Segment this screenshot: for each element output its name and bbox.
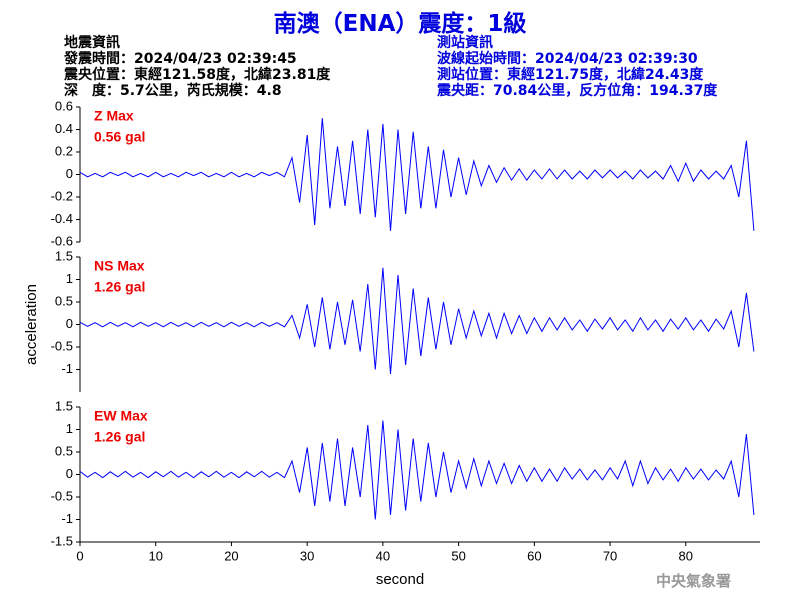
station-info: 測站資訊 波線起始時間：2024/04/23 02:39:30 測站位置：東經1…	[437, 35, 717, 99]
y-tick-label: 1.5	[55, 398, 73, 413]
x-tick-label: 20	[224, 548, 238, 563]
info-line: 震央位置：東經121.58度，北緯23.81度	[64, 67, 331, 83]
y-tick-label: -1	[61, 361, 73, 376]
info-line: 測站位置：東經121.75度，北緯24.43度	[437, 67, 704, 83]
waveform	[79, 420, 755, 520]
waveform	[79, 118, 755, 231]
y-axis-label: acceleration	[23, 284, 40, 365]
info-line: 震央距：70.84公里，反方位角：194.37度	[437, 83, 718, 99]
y-tick-label: 0.5	[55, 293, 73, 308]
y-tick-label: -0.2	[51, 188, 73, 203]
x-tick-label: 50	[451, 548, 465, 563]
x-tick-label: 40	[376, 548, 390, 563]
info-line: 地震資訊	[64, 35, 120, 51]
x-tick-label: 30	[300, 548, 314, 563]
title: 南澳（ENA）震度：1級	[273, 11, 527, 37]
y-tick-label: 0.4	[55, 121, 73, 136]
y-tick-label: -1.5	[51, 533, 73, 548]
x-tick-label: 80	[679, 548, 693, 563]
y-tick-label: 0	[66, 316, 73, 331]
annotation: 0.56 gal	[94, 129, 145, 145]
annotation: EW Max	[94, 408, 148, 424]
waveform	[79, 267, 755, 375]
y-tick-label: 1	[66, 271, 73, 286]
y-tick-label: -1	[61, 511, 73, 526]
info-line: 發震時間：2024/04/23 02:39:45	[64, 51, 297, 67]
y-tick-label: 0.5	[55, 443, 73, 458]
annotation: Z Max	[94, 108, 134, 124]
y-tick-label: -0.6	[51, 233, 73, 248]
y-tick-label: -0.4	[51, 211, 73, 226]
y-tick-label: 0.2	[55, 143, 73, 158]
y-tick-label: 1.5	[55, 248, 73, 263]
x-tick-label: 70	[603, 548, 617, 563]
info-line: 測站資訊	[437, 35, 493, 51]
x-tick-label: 10	[148, 548, 162, 563]
y-tick-label: 0	[66, 166, 73, 181]
info-line: 波線起始時間：2024/04/23 02:39:30	[437, 51, 698, 67]
x-axis-label: second	[376, 571, 424, 588]
y-tick-label: 1	[66, 421, 73, 436]
annotation: 1.26 gal	[94, 429, 145, 445]
y-tick-label: 0.6	[55, 98, 73, 113]
y-tick-label: -0.5	[51, 338, 73, 353]
annotation: NS Max	[94, 258, 145, 274]
y-tick-label: -0.5	[51, 488, 73, 503]
y-tick-label: 0	[66, 466, 73, 481]
info-line: 深 度：5.7公里，芮氏規模：4.8	[64, 83, 282, 99]
quake-info: 地震資訊 發震時間：2024/04/23 02:39:45 震央位置：東經121…	[64, 35, 330, 99]
footer: 中央氣象署	[656, 572, 732, 590]
annotation: 1.26 gal	[94, 279, 145, 295]
x-tick-label: 0	[76, 548, 83, 563]
x-tick-label: 60	[527, 548, 541, 563]
